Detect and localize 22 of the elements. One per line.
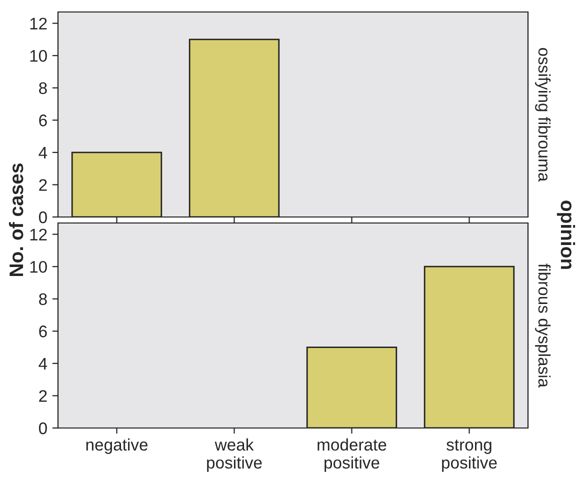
text: ossifying fibrouma (535, 48, 551, 182)
y-tick-label: 10 (30, 50, 47, 62)
x-tick-label: moderate positive (318, 438, 386, 472)
y-tick-label: 0 (38, 422, 47, 434)
y-axis-title: No. of cases (8, 164, 24, 276)
x-tick-label: negative (86, 438, 148, 454)
x-tick-label: weak positive (207, 438, 262, 472)
y-tick-label: 8 (39, 82, 47, 94)
y-tick-label: 2 (39, 390, 47, 402)
y-tick-label: 0 (38, 211, 47, 224)
y-tick-label: 6 (39, 326, 47, 338)
y-tick-label: 4 (38, 147, 48, 158)
y-tick-label: 4 (38, 358, 48, 370)
y-tick-label: 6 (39, 114, 47, 126)
y-tick-label: 2 (39, 179, 47, 191)
y-tick-label: 10 (30, 260, 47, 273)
y-tick-label: 12 (30, 228, 47, 240)
x-tick-label: strong positive (442, 440, 497, 472)
y-tick-label: 12 (30, 18, 47, 30)
text: fibrous dysplasia (535, 264, 551, 388)
text: opinion (556, 200, 576, 269)
y-tick-label: 8 (39, 293, 47, 306)
